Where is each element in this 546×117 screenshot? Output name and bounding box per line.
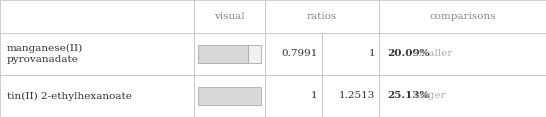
Text: comparisons: comparisons	[429, 12, 496, 21]
Bar	[194, 75, 265, 117]
Text: 1: 1	[311, 91, 318, 100]
Text: 1: 1	[369, 49, 375, 58]
Bar	[194, 0, 265, 33]
Bar	[198, 45, 248, 63]
Text: visual: visual	[214, 12, 245, 21]
Bar	[0, 75, 194, 117]
Text: manganese(II)
pyrovanadate: manganese(II) pyrovanadate	[7, 44, 83, 64]
Bar	[0, 33, 194, 75]
Text: ratios: ratios	[307, 12, 337, 21]
Bar	[265, 75, 322, 117]
Bar	[0, 0, 194, 33]
Text: 20.09%: 20.09%	[388, 49, 430, 58]
Bar	[265, 33, 322, 75]
Text: 25.13%: 25.13%	[388, 91, 430, 100]
Bar	[198, 87, 260, 105]
Bar	[379, 75, 546, 117]
Text: larger: larger	[410, 91, 446, 100]
Bar	[379, 33, 546, 75]
Bar	[265, 0, 379, 33]
Text: 0.7991: 0.7991	[281, 49, 318, 58]
Bar	[379, 0, 546, 33]
Text: tin(II) 2-ethylhexanoate: tin(II) 2-ethylhexanoate	[7, 91, 132, 101]
Bar	[248, 45, 260, 63]
Bar	[194, 33, 265, 75]
Text: smaller: smaller	[410, 49, 453, 58]
Bar	[322, 33, 379, 75]
Bar	[322, 75, 379, 117]
Text: 1.2513: 1.2513	[339, 91, 375, 100]
